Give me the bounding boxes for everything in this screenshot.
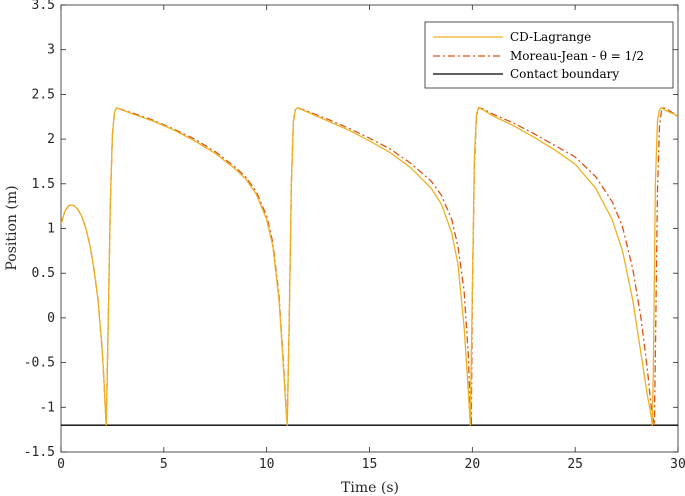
x-tick-label: 5 — [160, 457, 168, 472]
y-tick-label: 3.5 — [32, 0, 55, 13]
y-tick-label: 0.5 — [32, 266, 55, 281]
legend: CD-Lagrange Moreau-Jean - θ = 1/2 Contac… — [424, 21, 674, 89]
x-tick-label: 15 — [362, 457, 378, 472]
x-axis-title: Time (s) — [341, 480, 399, 496]
y-tick-label: 1.5 — [32, 177, 55, 192]
y-axis-title: Position (m) — [4, 185, 20, 270]
legend-label-contact-boundary: Contact boundary — [510, 67, 619, 81]
y-tick-label: 0 — [47, 311, 55, 326]
y-tick-label: 2.5 — [32, 87, 55, 102]
ticks: 0 5 10 15 20 25 30 -1.5 -1 -0.5 0 0.5 1 1.5 2 2.5 3 3.5 — [24, 0, 685, 472]
y-tick-label: 3 — [47, 43, 55, 58]
legend-label-moreau-jean: Moreau-Jean - θ = 1/2 — [510, 49, 644, 63]
series-layer — [60, 107, 679, 426]
y-tick-label: 1 — [47, 222, 55, 237]
x-tick-label: 30 — [670, 457, 685, 472]
y-tick-label: -1 — [39, 400, 55, 415]
y-tick-label: -0.5 — [24, 356, 55, 371]
x-tick-label: 0 — [57, 457, 65, 472]
series-line-moreau-jean — [60, 107, 679, 426]
legend-label-cd-lagrange: CD-Lagrange — [510, 30, 591, 44]
y-tick-label: 2 — [47, 132, 55, 147]
legend-box — [424, 21, 674, 89]
x-tick-label: 25 — [567, 457, 583, 472]
series-line-cd-lagrange — [60, 107, 679, 426]
x-tick-label: 10 — [259, 457, 275, 472]
y-tick-label: -1.5 — [24, 445, 55, 460]
x-tick-label: 20 — [465, 457, 481, 472]
